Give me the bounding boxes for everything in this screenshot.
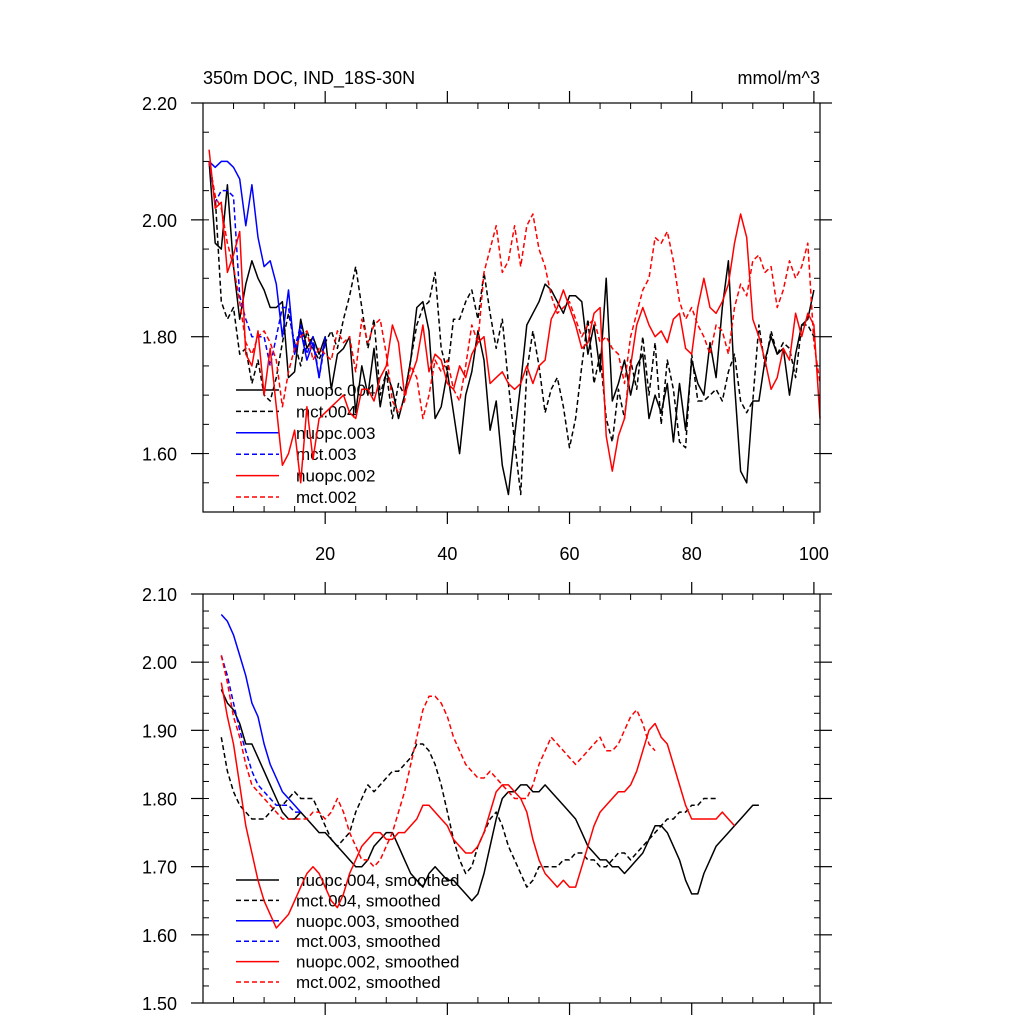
legend-label: mct.003 xyxy=(296,445,356,464)
top-legend: nuopc.004mct.004nuopc.003mct.003nuopc.00… xyxy=(236,381,375,507)
y-tick-label: 2.10 xyxy=(142,585,177,605)
x-tick-label: 20 xyxy=(315,544,335,564)
y-tick-label: 1.60 xyxy=(142,445,177,465)
series-line-mct-004-smoothed xyxy=(220,737,717,888)
series-line-mct-003 xyxy=(208,161,326,379)
top-panel: 350m DOC, IND_18S-30N mmol/m^3 nuopc.004… xyxy=(142,68,832,564)
top-chart-units: mmol/m^3 xyxy=(738,68,820,88)
legend-label: nuopc.002 xyxy=(296,467,375,486)
legend-label: mct.002 xyxy=(296,488,356,507)
series-line-nuopc-002-smoothed xyxy=(220,682,736,929)
bottom-series-lines xyxy=(220,613,759,929)
x-tick-label: 80 xyxy=(682,544,702,564)
series-line-nuopc-002 xyxy=(208,149,821,484)
x-tick-label: 40 xyxy=(437,544,457,564)
y-tick-label: 2.00 xyxy=(142,653,177,673)
y-tick-label: 1.80 xyxy=(142,328,177,348)
y-tick-label: 1.60 xyxy=(142,926,177,946)
top-chart-title: 350m DOC, IND_18S-30N xyxy=(203,68,415,89)
bottom-axes: 1.50 1.60 1.70 1.80 1.90 2.00 2.10 xyxy=(142,582,832,1015)
legend-label: nuopc.004, smoothed xyxy=(296,871,460,890)
legend-label: nuopc.003 xyxy=(296,424,375,443)
y-tick-label: 2.00 xyxy=(142,211,177,231)
top-series-lines xyxy=(208,149,821,496)
y-tick-label: 1.90 xyxy=(142,721,177,741)
top-axes: 20 40 60 80 100 1.60 1.80 2.00 2.20 xyxy=(142,91,832,564)
series-line-mct-002 xyxy=(208,161,821,420)
series-line-nuopc-004-smoothed xyxy=(220,689,759,902)
y-tick-label: 1.80 xyxy=(142,790,177,810)
legend-label: mct.003, smoothed xyxy=(296,932,441,951)
series-line-nuopc-003-smoothed xyxy=(220,613,302,813)
series-line-nuopc-003 xyxy=(208,160,326,379)
x-tick-label: 60 xyxy=(560,544,580,564)
legend-label: nuopc.002, smoothed xyxy=(296,953,460,972)
y-tick-label: 1.50 xyxy=(142,994,177,1014)
x-tick-label: 100 xyxy=(799,544,829,564)
legend-label: mct.004, smoothed xyxy=(296,891,441,910)
series-line-mct-004 xyxy=(208,161,815,496)
series-line-mct-002-smoothed xyxy=(220,655,656,868)
legend-label: mct.002, smoothed xyxy=(296,973,441,992)
y-tick-label: 1.70 xyxy=(142,858,177,878)
y-tick-label: 2.20 xyxy=(142,94,177,114)
series-line-mct-003-smoothed xyxy=(220,655,301,813)
legend-label: nuopc.003, smoothed xyxy=(296,912,460,931)
legend-label: nuopc.004 xyxy=(296,381,375,400)
series-line-nuopc-004 xyxy=(208,161,815,496)
